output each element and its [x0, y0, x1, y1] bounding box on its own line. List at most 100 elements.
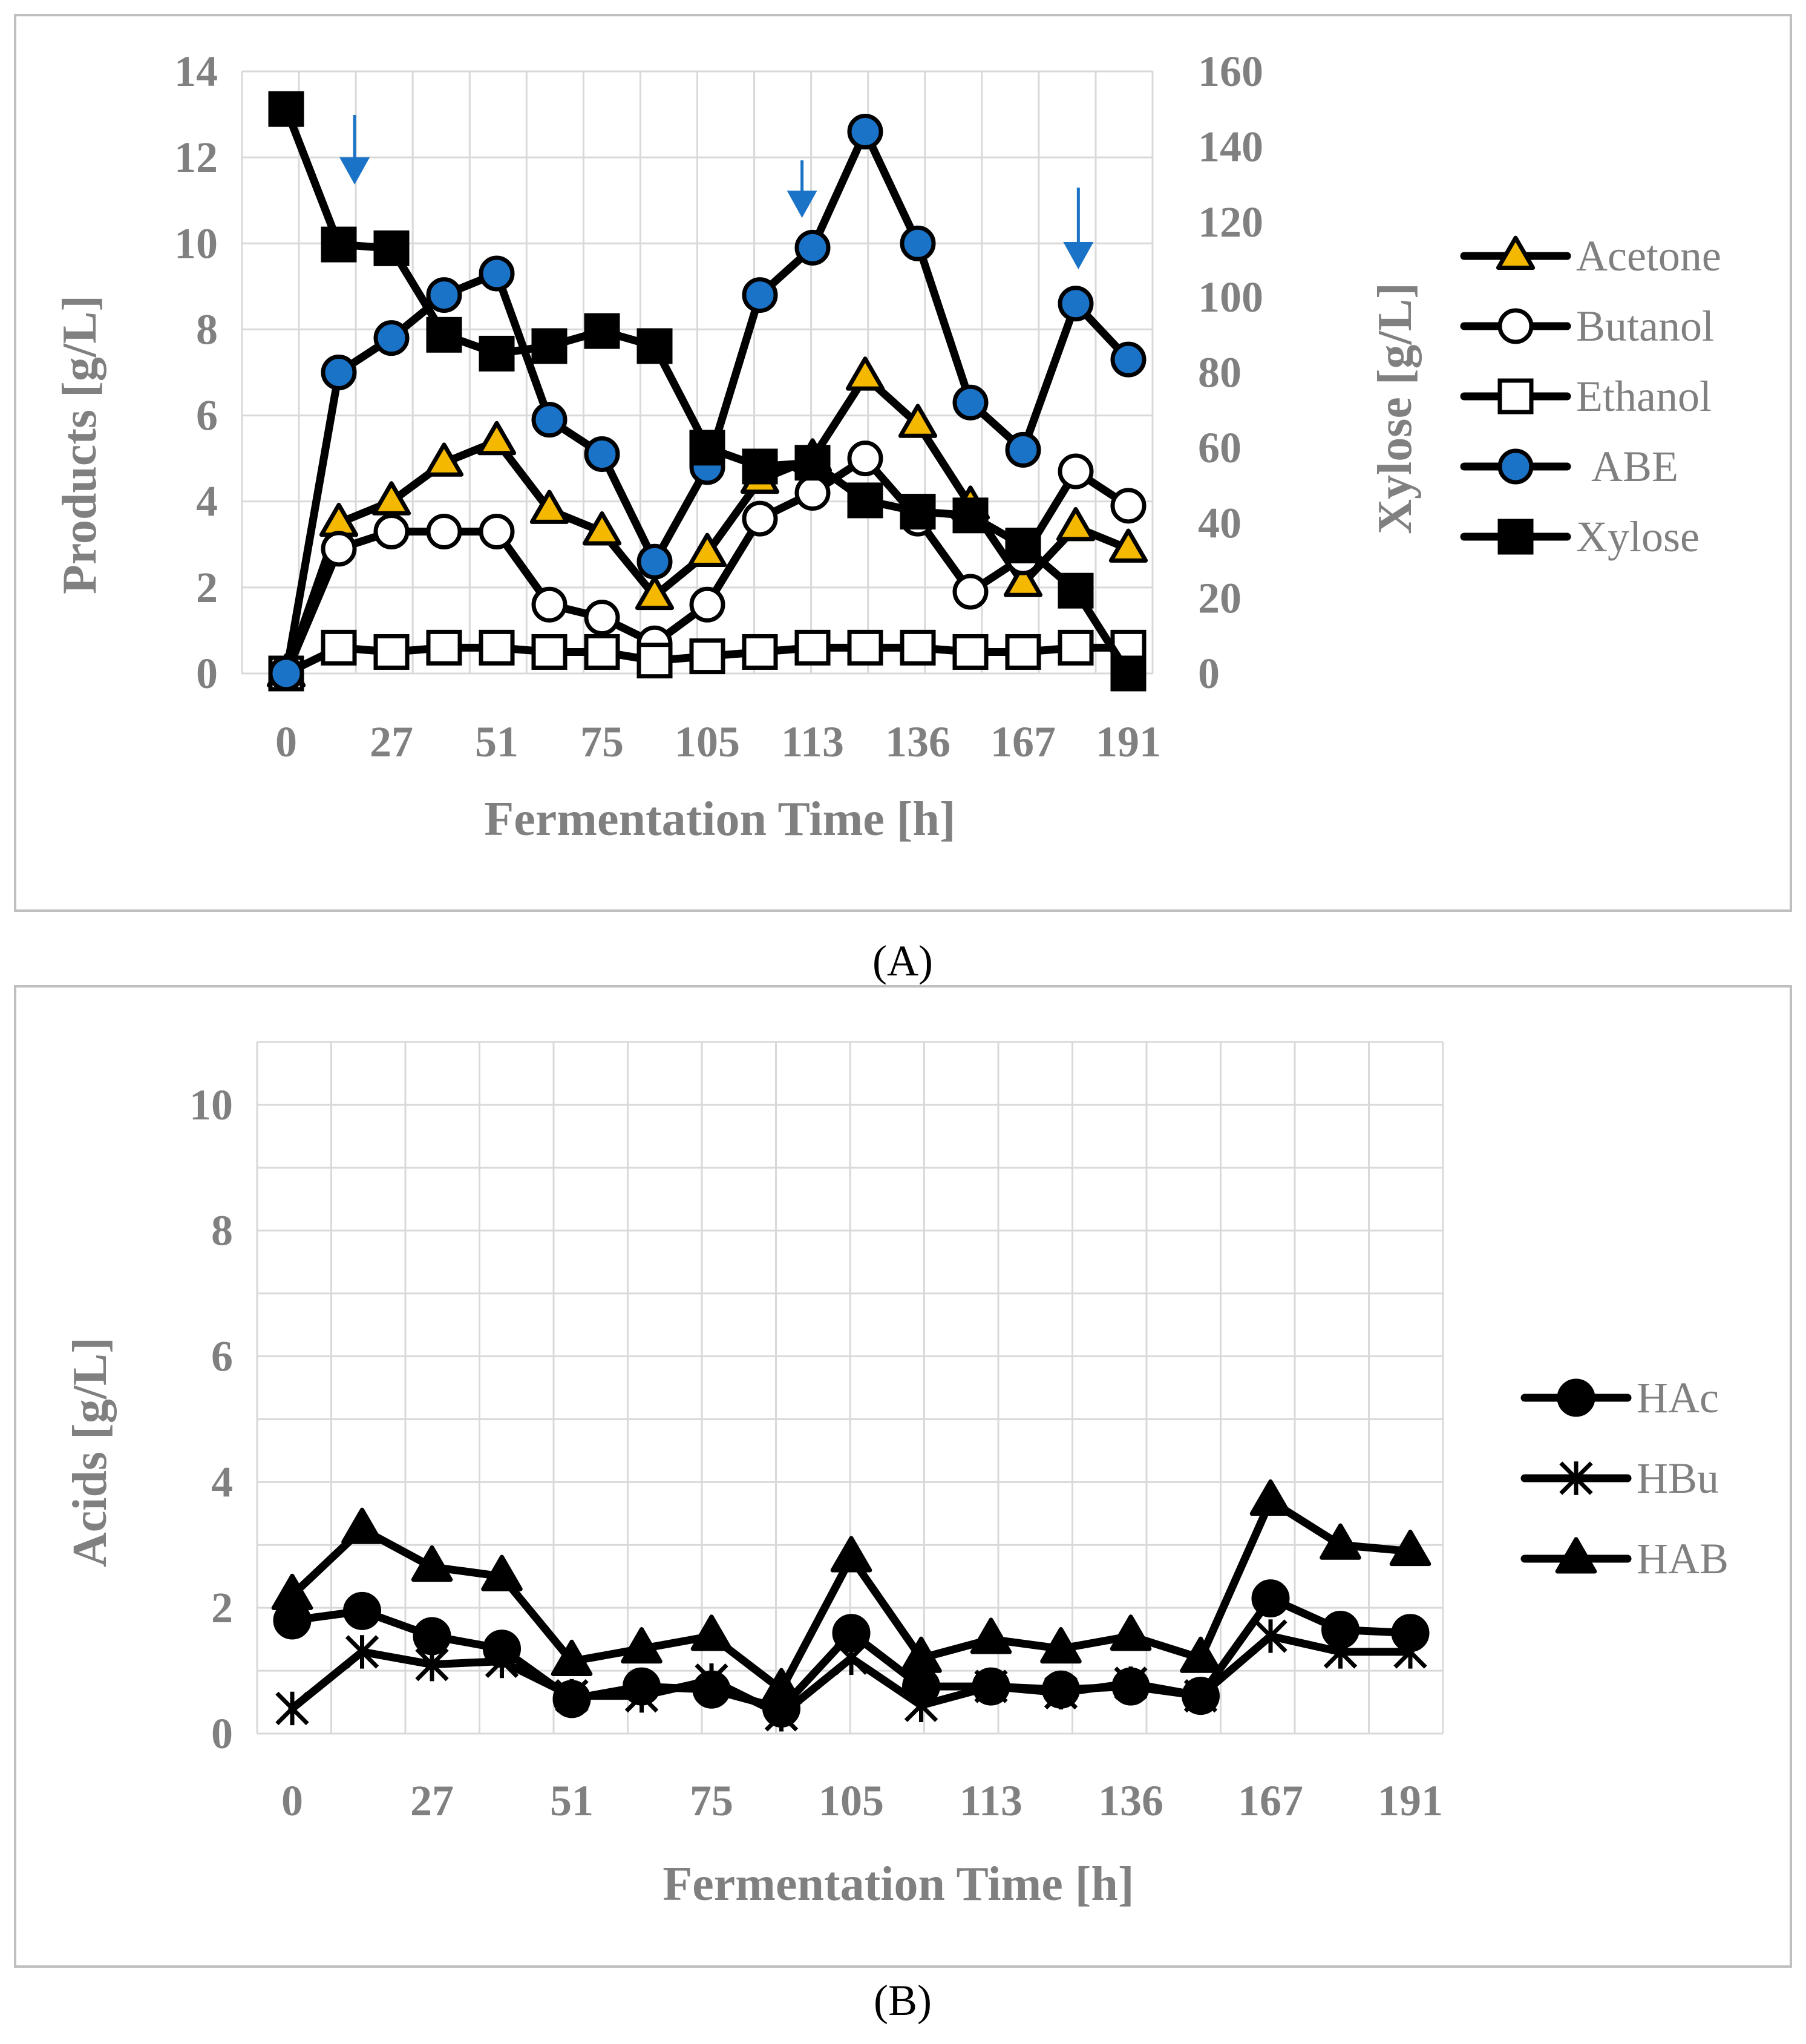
xylose-point — [794, 445, 831, 481]
butanol-point — [1058, 453, 1094, 490]
legend-marker — [1497, 308, 1534, 344]
hbu-point — [415, 1647, 449, 1682]
acetone-point — [582, 511, 622, 546]
panel-a-series — [266, 91, 1148, 692]
xylose-point — [742, 448, 778, 485]
panel-a-y2-axis-title: Xylose [g/L] — [1369, 283, 1422, 534]
hbu-point — [1183, 1679, 1218, 1713]
xylose-point — [1058, 572, 1094, 609]
abe-point — [900, 225, 936, 261]
hab-point — [551, 1639, 593, 1677]
ethanol-point — [900, 629, 936, 666]
abe-point — [1058, 286, 1094, 322]
y-tick-label: 4 — [196, 477, 218, 526]
abe-point — [847, 114, 883, 149]
xylose-point — [321, 226, 357, 263]
feed-arrow — [787, 160, 817, 218]
legend-label: HBu — [1637, 1454, 1719, 1502]
acetone-point — [424, 442, 464, 477]
legend-label: Xylose — [1576, 513, 1700, 561]
panel-b-gridlines — [256, 1041, 1444, 1735]
hab-point — [1389, 1529, 1431, 1567]
y-tick-label: 10 — [189, 1081, 233, 1129]
panel-a-x-axis-title: Fermentation Time [h] — [484, 793, 955, 846]
feed-arrow-head — [787, 191, 817, 218]
legend-label: HAc — [1637, 1374, 1719, 1422]
hab-point — [830, 1536, 872, 1573]
xylose-point — [1110, 655, 1147, 692]
y2-tick-label: 60 — [1198, 424, 1242, 472]
acetone-point — [529, 490, 569, 524]
xylose-point — [373, 230, 410, 266]
abe-point — [1110, 341, 1147, 378]
butanol-point — [584, 600, 620, 636]
hab-point — [1180, 1636, 1222, 1673]
xylose-point — [900, 494, 936, 530]
ethanol-point — [742, 634, 778, 670]
x-tick-label: 27 — [370, 718, 413, 766]
hab-point — [1040, 1627, 1082, 1664]
legend-marker — [1496, 235, 1536, 270]
legend-label: Butanol — [1576, 302, 1714, 350]
x-tick-label: 75 — [580, 718, 624, 766]
hab-point — [761, 1668, 802, 1705]
y-tick-label: 0 — [196, 649, 218, 698]
hbu-point — [345, 1635, 379, 1669]
butanol-point — [794, 475, 831, 511]
hac-point — [343, 1591, 381, 1630]
xylose-point — [689, 430, 725, 466]
y2-tick-label: 120 — [1198, 198, 1263, 246]
legend-marker — [1555, 1537, 1597, 1574]
hab-point — [690, 1614, 733, 1651]
hac-point — [1251, 1579, 1290, 1618]
acetone-point — [371, 481, 411, 516]
butanol-point — [847, 441, 883, 477]
acetone-point — [1108, 528, 1148, 563]
panel-b-y-ticks: 0 2 4 6 8 10 — [189, 1081, 233, 1758]
ethanol-point — [636, 643, 673, 679]
ethanol-point — [426, 629, 462, 666]
feed-arrow — [1063, 188, 1094, 269]
feed-arrow-head — [339, 157, 370, 185]
ethanol-point — [952, 634, 989, 670]
hab-point — [621, 1627, 663, 1664]
x-tick-label: 167 — [990, 718, 1056, 766]
legend-label: ABE — [1591, 442, 1678, 491]
xylose-point — [584, 313, 620, 349]
y-tick-label: 14 — [174, 47, 218, 96]
panel-a: 0 2 4 6 8 10 12 14 0 20 40 60 80 100 120 140 160 0 27 51 7… — [14, 14, 1792, 912]
x-tick-label: 51 — [550, 1777, 594, 1825]
panel-a-y2-ticks: 0 20 40 60 80 100 120 140 160 — [1198, 47, 1263, 698]
legend-label: HAB — [1637, 1535, 1729, 1583]
panel-a-y-axis-title: Products [g/L] — [53, 295, 106, 594]
acetone-point — [635, 575, 675, 611]
xylose-point — [531, 328, 568, 364]
panel-b-frame — [14, 985, 1792, 1968]
panel-a-y-ticks: 0 2 4 6 8 10 12 14 — [174, 47, 218, 698]
y2-tick-label: 80 — [1198, 349, 1242, 397]
panel-b: 0 2 4 6 8 10 0 27 51 75 105 113 136 167 191 Fermentat… — [14, 985, 1792, 1968]
y-tick-label: 2 — [196, 563, 218, 612]
x-tick-label: 136 — [885, 718, 950, 766]
x-tick-label: 0 — [275, 718, 297, 766]
butanol-point — [426, 513, 462, 549]
legend-item-hab: HAB — [1520, 1535, 1729, 1583]
ethanol-point — [373, 634, 410, 670]
hbu-point — [904, 1688, 938, 1722]
hbu-point — [1393, 1635, 1427, 1669]
ethanol-point — [531, 634, 568, 670]
hab-point — [1320, 1523, 1361, 1560]
butanol-point — [321, 531, 357, 567]
hab-point — [481, 1554, 523, 1591]
legend-item-ethanol: Ethanol — [1460, 372, 1712, 421]
legend-marker — [1497, 519, 1534, 555]
butanol-point — [373, 513, 410, 549]
y-tick-label: 0 — [211, 1709, 233, 1758]
butanol-point — [952, 574, 989, 610]
hbu-point — [834, 1641, 868, 1675]
hbu-point — [1323, 1635, 1358, 1669]
x-tick-label: 75 — [690, 1777, 733, 1825]
x-tick-label: 27 — [410, 1777, 454, 1825]
legend-item-hac: HAc — [1520, 1374, 1719, 1422]
abe-point — [952, 384, 989, 421]
